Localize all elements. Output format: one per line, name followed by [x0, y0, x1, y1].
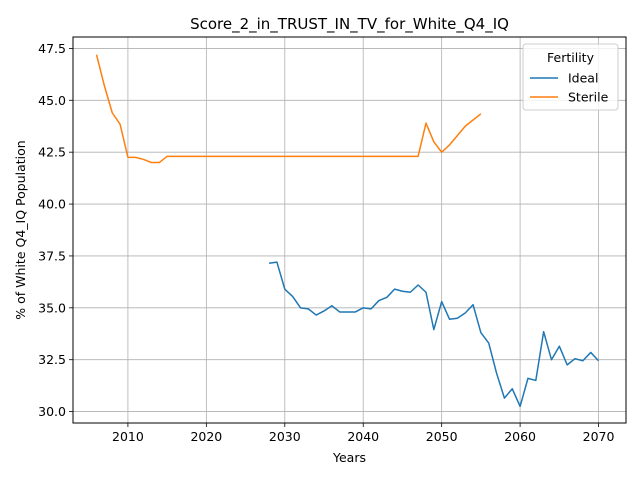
y-axis-label: % of White Q4_IQ Population	[13, 140, 28, 319]
x-axis-label: Years	[332, 450, 366, 465]
legend: Fertility Ideal Sterile	[522, 43, 619, 111]
grid	[73, 37, 626, 423]
x-tick-label: 2050	[426, 429, 458, 444]
x-tick-label: 2070	[583, 429, 615, 444]
y-tick-label: 40.0	[38, 197, 66, 212]
y-tick-label: 30.0	[38, 404, 66, 419]
legend-title: Fertility	[547, 50, 595, 65]
legend-label-sterile: Sterile	[568, 90, 609, 105]
x-tick-label: 2040	[347, 429, 379, 444]
y-tick-label: 37.5	[38, 248, 66, 263]
y-axis-ticks: 30.0 32.5 35.0 37.5 40.0 42.5 45.0 47.5	[38, 41, 73, 419]
series-line-sterile	[95, 54, 482, 164]
x-tick-label: 2030	[269, 429, 301, 444]
x-tick-label: 2010	[112, 429, 144, 444]
x-axis-ticks: 2010 2020 2030 2040 2050 2060 2070	[112, 423, 614, 444]
y-tick-label: 45.0	[38, 93, 66, 108]
x-tick-label: 2060	[504, 429, 536, 444]
series-lines	[95, 54, 600, 408]
chart-title: Score_2_in_TRUST_IN_TV_for_White_Q4_IQ	[190, 15, 509, 34]
y-tick-label: 32.5	[38, 352, 66, 367]
y-tick-label: 47.5	[38, 41, 66, 56]
plot-frame	[72, 36, 627, 424]
y-tick-label: 35.0	[38, 300, 66, 315]
y-tick-label: 42.5	[38, 145, 66, 160]
legend-label-ideal: Ideal	[568, 71, 598, 86]
legend-box	[522, 43, 619, 111]
x-tick-label: 2020	[190, 429, 222, 444]
series-line-ideal	[269, 261, 600, 408]
